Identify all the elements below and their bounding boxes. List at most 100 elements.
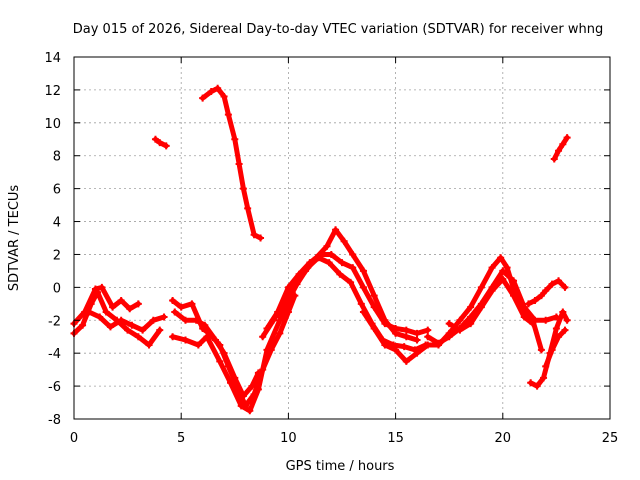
data-point <box>537 346 545 354</box>
data-point <box>169 297 177 305</box>
data-point <box>370 303 378 311</box>
data-point <box>359 283 367 291</box>
data-point <box>559 308 567 316</box>
data-point <box>126 305 134 313</box>
data-point <box>239 185 247 193</box>
data-point <box>338 259 346 267</box>
plot-frame <box>73 56 611 420</box>
data-point <box>235 160 243 168</box>
data-point <box>370 292 378 300</box>
data-point <box>510 277 518 285</box>
data-point <box>456 326 464 334</box>
y-tick-label: -6 <box>48 380 61 395</box>
y-axis-label: SDTVAR / TECUs <box>7 185 22 292</box>
data-point <box>134 333 142 341</box>
data-point <box>381 341 389 349</box>
y-tick-label: -4 <box>48 347 61 362</box>
data-point <box>188 300 196 308</box>
data-point <box>499 275 507 283</box>
data-point <box>413 329 421 337</box>
data-point <box>248 382 256 390</box>
series-track-a <box>70 288 164 349</box>
data-point <box>340 237 348 245</box>
data-point <box>477 303 485 311</box>
data-point <box>199 94 207 102</box>
data-point <box>250 231 258 239</box>
series-track-h <box>151 135 170 150</box>
series-track-r <box>550 134 571 163</box>
data-point <box>276 329 284 337</box>
data-point <box>336 270 344 278</box>
data-point <box>216 341 224 349</box>
data-point <box>162 142 170 150</box>
series-track-q <box>542 326 569 370</box>
data-point <box>91 285 99 293</box>
data-point <box>216 357 224 365</box>
y-tick-label: -8 <box>48 413 61 428</box>
data-point <box>533 382 541 390</box>
data-point <box>149 316 157 324</box>
data-point <box>145 341 153 349</box>
data-point <box>392 325 400 332</box>
data-point <box>134 300 142 308</box>
data-point <box>332 226 340 234</box>
data-point <box>349 264 357 272</box>
data-point <box>488 287 496 295</box>
data-point <box>224 362 232 370</box>
x-tick-label: 25 <box>602 431 619 446</box>
data-point <box>325 259 333 267</box>
data-point <box>160 313 168 321</box>
data-point <box>445 333 453 341</box>
data-point <box>194 341 202 349</box>
data-point <box>272 313 280 321</box>
data-series <box>70 84 571 415</box>
series-track-o <box>525 277 569 308</box>
y-tick-label: 14 <box>44 51 61 66</box>
x-tick-label: 10 <box>280 431 297 446</box>
data-point <box>402 333 410 341</box>
series-track-c <box>85 308 168 334</box>
data-point <box>424 326 432 334</box>
data-point <box>314 254 322 262</box>
data-point <box>276 316 284 324</box>
data-point <box>171 308 179 316</box>
x-axis-label: GPS time / hours <box>286 459 395 474</box>
data-point <box>552 325 560 332</box>
data-point <box>181 316 189 324</box>
series-line <box>551 135 570 162</box>
data-point <box>250 390 258 398</box>
data-point <box>529 320 537 328</box>
data-point <box>139 326 147 334</box>
data-point <box>284 283 292 291</box>
data-point <box>199 325 207 332</box>
y-tick-label: 6 <box>53 183 61 198</box>
data-point <box>79 321 87 329</box>
y-tick-label: 8 <box>53 150 61 165</box>
x-tick-label: 5 <box>177 431 185 446</box>
data-point <box>267 346 275 354</box>
data-point <box>181 336 189 344</box>
data-point <box>284 308 292 316</box>
series-track-g <box>199 84 265 242</box>
data-point <box>359 267 367 275</box>
data-point <box>359 308 367 316</box>
series-line <box>543 327 568 369</box>
y-tick-label: 12 <box>44 84 61 99</box>
data-point <box>548 280 556 288</box>
data-point <box>109 303 117 311</box>
data-point <box>503 264 511 272</box>
data-point <box>282 300 290 308</box>
data-point <box>156 326 164 334</box>
axis-ticks: 0 5 10 15 20 25 -8 -6 -4 -2 0 2 4 6 8 10 12 14 <box>44 51 618 446</box>
data-point <box>537 292 545 300</box>
y-tick-label: 10 <box>44 117 61 132</box>
series-line <box>71 284 141 327</box>
data-point <box>561 283 569 291</box>
series-line <box>200 85 263 241</box>
data-point <box>499 267 507 275</box>
data-point <box>231 135 239 143</box>
data-point <box>525 300 533 308</box>
series-line <box>360 255 544 364</box>
data-point <box>370 325 378 332</box>
data-point <box>531 297 539 305</box>
